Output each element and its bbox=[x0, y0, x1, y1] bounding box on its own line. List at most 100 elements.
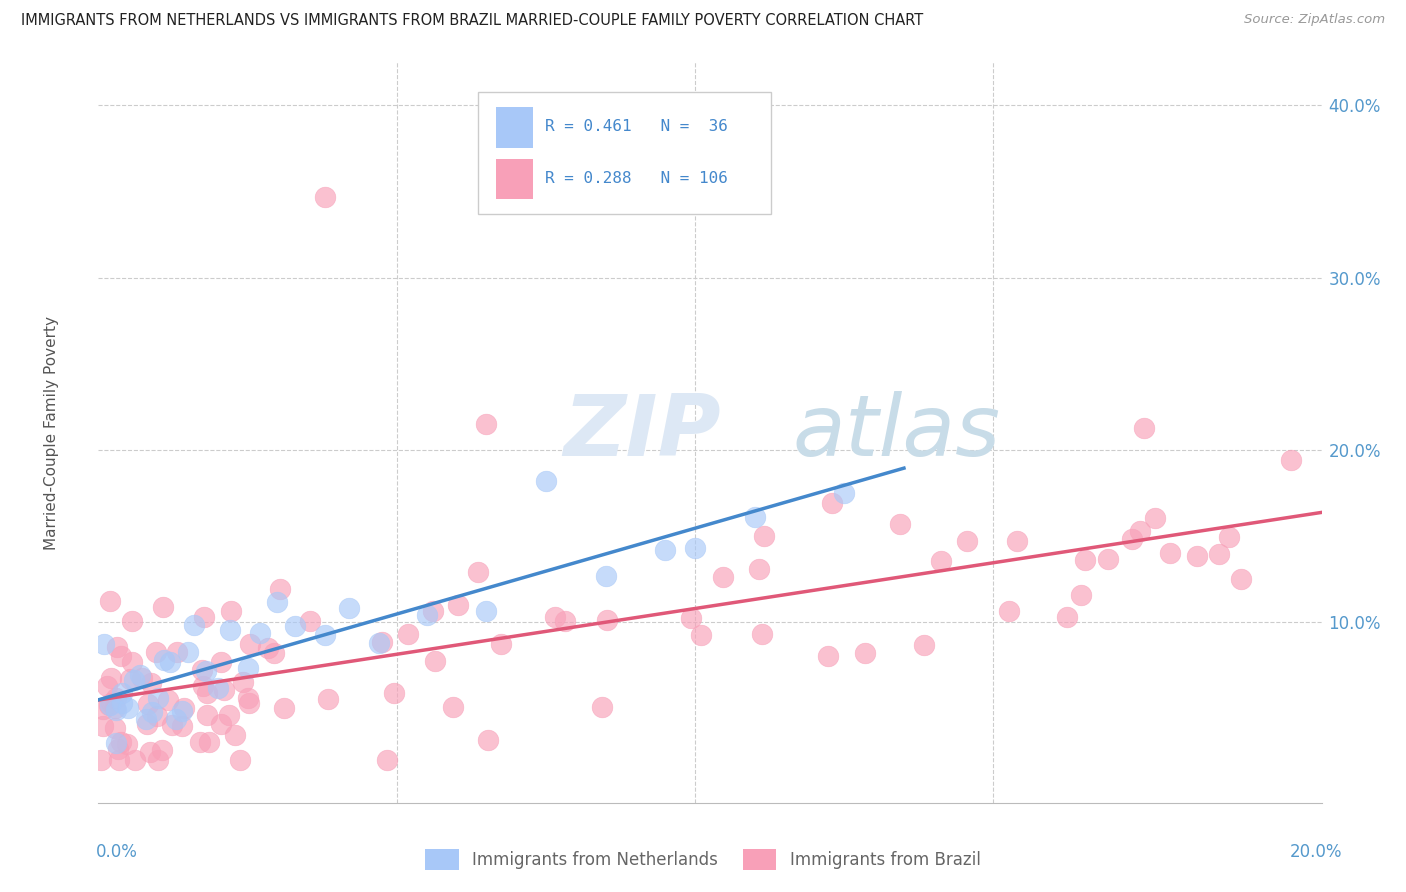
Immigrants from Brazil bbox=[191, 679, 214, 693]
Immigrants from Brazil bbox=[256, 641, 278, 656]
Immigrants from Brazil bbox=[1218, 530, 1240, 544]
Immigrants from Brazil bbox=[1230, 573, 1253, 587]
Text: R = 0.461   N =  36: R = 0.461 N = 36 bbox=[546, 120, 728, 135]
Immigrants from Brazil bbox=[425, 654, 447, 668]
Immigrants from Brazil bbox=[131, 671, 153, 685]
Immigrants from Brazil bbox=[711, 570, 734, 584]
Immigrants from Brazil bbox=[191, 664, 214, 678]
Immigrants from Brazil bbox=[146, 708, 169, 723]
Immigrants from Brazil bbox=[104, 721, 127, 735]
Immigrants from Brazil bbox=[475, 417, 498, 431]
Immigrants from Netherlands bbox=[284, 619, 307, 633]
Immigrants from Brazil bbox=[447, 598, 470, 612]
Immigrants from Netherlands bbox=[207, 681, 229, 695]
Immigrants from Brazil bbox=[156, 693, 179, 707]
Immigrants from Brazil bbox=[1056, 610, 1078, 624]
Immigrants from Brazil bbox=[375, 753, 398, 767]
Immigrants from Brazil bbox=[239, 637, 262, 651]
Immigrants from Brazil bbox=[219, 604, 242, 618]
Immigrants from Brazil bbox=[104, 701, 127, 715]
Immigrants from Brazil bbox=[690, 628, 713, 642]
Text: atlas: atlas bbox=[792, 391, 1000, 475]
Immigrants from Brazil bbox=[396, 627, 419, 641]
Immigrants from Brazil bbox=[1074, 553, 1097, 567]
Immigrants from Netherlands bbox=[98, 698, 121, 712]
Immigrants from Brazil bbox=[316, 692, 339, 706]
Immigrants from Netherlands bbox=[236, 661, 259, 675]
Immigrants from Brazil bbox=[929, 554, 952, 568]
Immigrants from Brazil bbox=[817, 648, 839, 663]
Immigrants from Brazil bbox=[467, 565, 489, 579]
Immigrants from Netherlands bbox=[367, 635, 389, 649]
Immigrants from Netherlands bbox=[111, 686, 134, 700]
Immigrants from Brazil bbox=[138, 697, 160, 711]
Immigrants from Brazil bbox=[124, 753, 146, 767]
Immigrants from Netherlands bbox=[117, 701, 139, 715]
Immigrants from Brazil bbox=[90, 753, 112, 767]
Immigrants from Brazil bbox=[152, 600, 174, 615]
Immigrants from Brazil bbox=[195, 707, 218, 722]
Immigrants from Brazil bbox=[212, 683, 235, 698]
Immigrants from Brazil bbox=[91, 702, 114, 716]
Bar bbox=[496, 159, 533, 200]
Immigrants from Brazil bbox=[591, 700, 613, 714]
Immigrants from Brazil bbox=[263, 646, 285, 660]
Immigrants from Netherlands bbox=[177, 645, 200, 659]
Immigrants from Brazil bbox=[554, 614, 576, 628]
Immigrants from Brazil bbox=[1279, 453, 1302, 467]
Immigrants from Netherlands bbox=[249, 625, 271, 640]
Text: Married-Couple Family Poverty: Married-Couple Family Poverty bbox=[45, 316, 59, 549]
Immigrants from Brazil bbox=[441, 700, 464, 714]
Immigrants from Brazil bbox=[115, 737, 138, 751]
Immigrants from Brazil bbox=[188, 734, 211, 748]
Immigrants from Brazil bbox=[121, 655, 143, 669]
Immigrants from Brazil bbox=[422, 604, 444, 618]
Immigrants from Brazil bbox=[231, 674, 253, 689]
Text: ZIP: ZIP bbox=[564, 391, 721, 475]
Immigrants from Netherlands bbox=[595, 568, 617, 582]
Immigrants from Netherlands bbox=[314, 628, 336, 642]
Immigrants from Netherlands bbox=[159, 656, 181, 670]
Immigrants from Brazil bbox=[172, 719, 194, 733]
Immigrants from Netherlands bbox=[832, 486, 855, 500]
Immigrants from Brazil bbox=[889, 516, 911, 531]
Immigrants from Brazil bbox=[150, 743, 173, 757]
Immigrants from Brazil bbox=[544, 610, 567, 624]
Immigrants from Netherlands bbox=[170, 704, 193, 718]
Immigrants from Brazil bbox=[748, 562, 770, 576]
Immigrants from Netherlands bbox=[534, 474, 557, 488]
Immigrants from Brazil bbox=[160, 718, 183, 732]
Immigrants from Brazil bbox=[166, 645, 188, 659]
Immigrants from Brazil bbox=[209, 655, 232, 669]
Immigrants from Brazil bbox=[1132, 421, 1154, 435]
Immigrants from Brazil bbox=[1143, 511, 1166, 525]
Immigrants from Brazil bbox=[1097, 552, 1119, 566]
Immigrants from Netherlands bbox=[129, 668, 152, 682]
Immigrants from Brazil bbox=[371, 634, 394, 648]
Immigrants from Brazil bbox=[1007, 533, 1029, 548]
Immigrants from Netherlands bbox=[475, 604, 498, 618]
Immigrants from Brazil bbox=[273, 701, 295, 715]
Immigrants from Brazil bbox=[195, 685, 218, 699]
Immigrants from Brazil bbox=[751, 626, 773, 640]
Immigrants from Brazil bbox=[681, 611, 703, 625]
Immigrants from Brazil bbox=[96, 679, 118, 693]
Immigrants from Brazil bbox=[238, 696, 260, 710]
Immigrants from Brazil bbox=[100, 671, 122, 685]
Immigrants from Brazil bbox=[145, 645, 167, 659]
Text: 20.0%: 20.0% bbox=[1291, 843, 1343, 861]
Immigrants from Brazil bbox=[107, 742, 129, 756]
Immigrants from Brazil bbox=[489, 637, 512, 651]
Immigrants from Netherlands bbox=[654, 542, 676, 557]
Immigrants from Netherlands bbox=[105, 735, 128, 749]
Immigrants from Netherlands bbox=[165, 712, 187, 726]
Legend: Immigrants from Netherlands, Immigrants from Brazil: Immigrants from Netherlands, Immigrants … bbox=[420, 845, 986, 875]
Immigrants from Brazil bbox=[98, 698, 121, 713]
Immigrants from Brazil bbox=[198, 735, 221, 749]
Immigrants from Brazil bbox=[108, 753, 131, 767]
Immigrants from Netherlands bbox=[683, 541, 706, 555]
Immigrants from Brazil bbox=[752, 529, 775, 543]
Immigrants from Brazil bbox=[110, 649, 132, 664]
Immigrants from Brazil bbox=[821, 496, 844, 510]
Immigrants from Brazil bbox=[91, 719, 114, 733]
